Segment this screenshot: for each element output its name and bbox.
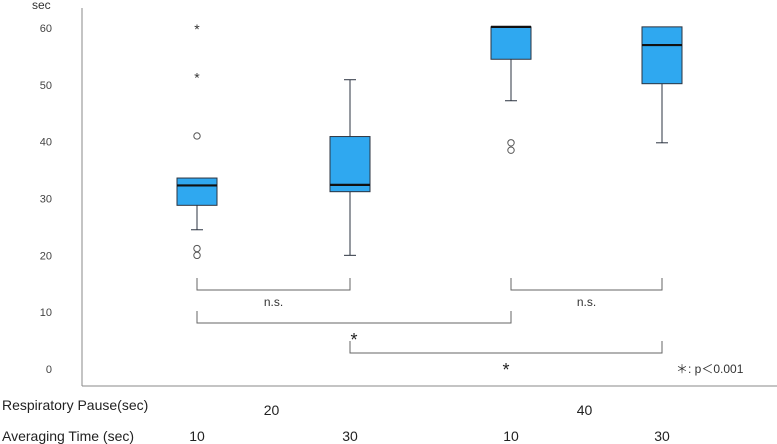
outlier-point: [507, 146, 515, 154]
respiratory-pause-value: 40: [577, 402, 593, 418]
significance-brackets: n.s. n.s. * *: [196, 278, 663, 380]
box-group: [329, 79, 371, 256]
y-ticks: 0 10 20 30 40 50 60: [40, 23, 52, 376]
x-row-values: 20 40 10 30 10 30: [189, 402, 670, 444]
axes: [81, 8, 777, 387]
y-tick-label: 10: [40, 307, 52, 319]
y-tick-label: 60: [40, 23, 52, 35]
y-tick-label: 0: [46, 364, 52, 376]
y-tick-label: 20: [40, 250, 52, 262]
interquartile-box: [329, 136, 371, 193]
bracket-label: n.s.: [264, 295, 283, 309]
comparison-bracket: *: [196, 311, 512, 350]
outlier-point: [193, 251, 201, 260]
respiratory-pause-value: 20: [264, 402, 280, 418]
averaging-time-row-label: Averaging Time (sec): [2, 428, 134, 444]
y-tick-label: 30: [40, 194, 52, 206]
box-series: **: [176, 21, 683, 260]
extreme-point: *: [194, 21, 200, 37]
comparison-bracket: *: [349, 341, 663, 380]
bracket-line: [510, 278, 663, 291]
outlier-point: [193, 132, 201, 140]
comparison-bracket: n.s.: [510, 278, 663, 309]
box-group: [641, 26, 683, 144]
bracket-label: *: [502, 360, 509, 380]
y-tick-label: 40: [40, 137, 52, 149]
averaging-time-value: 30: [342, 428, 358, 444]
bracket-label: n.s.: [577, 295, 596, 309]
significance-legend-note: ＊: p＜0.001: [676, 362, 744, 376]
bracket-line: [349, 341, 663, 354]
comparison-bracket: n.s.: [196, 278, 351, 309]
bracket-line: [196, 278, 351, 291]
averaging-time-value: 10: [189, 428, 205, 444]
extreme-point: *: [194, 69, 200, 85]
box-group: [490, 25, 532, 154]
outlier-point: [507, 139, 515, 147]
bracket-label: *: [350, 330, 357, 350]
interquartile-box: [176, 177, 218, 206]
box-group: **: [176, 21, 218, 260]
averaging-time-value: 30: [654, 428, 670, 444]
y-tick-label: 50: [40, 80, 52, 92]
outlier-point: [193, 244, 201, 253]
averaging-time-value: 10: [503, 428, 519, 444]
respiratory-pause-row-label: Respiratory Pause(sec): [2, 397, 148, 413]
y-axis-unit-label: sec: [32, 0, 51, 12]
interquartile-box: [641, 26, 683, 85]
bracket-line: [196, 311, 512, 324]
interquartile-box: [490, 26, 532, 60]
